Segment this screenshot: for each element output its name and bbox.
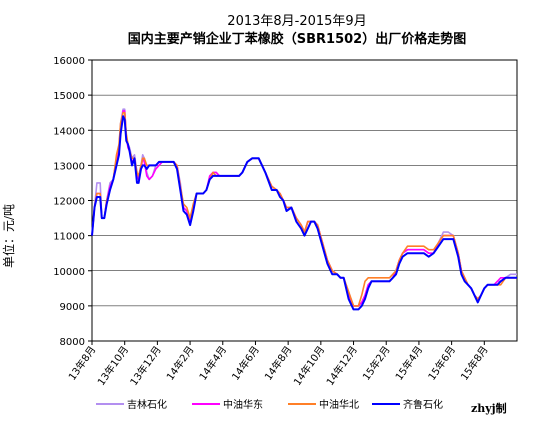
y-tick-label: 10000 — [53, 267, 85, 278]
series-line-3 — [91, 111, 517, 307]
x-tick-label: 15年4月 — [392, 343, 425, 382]
y-tick-label: 11000 — [53, 232, 85, 243]
x-tick-label: 14年10月 — [291, 343, 328, 388]
legend-label: 齐鲁石化 — [403, 398, 443, 411]
legend: 吉林石化 中油华东 中油华北 齐鲁石化 — [96, 398, 443, 411]
series-lines — [91, 108, 517, 311]
x-tick-label: 15年8月 — [458, 343, 491, 382]
x-tick-label: 14年2月 — [163, 343, 196, 382]
legend-label: 中油华东 — [223, 398, 263, 411]
x-tick-label: 13年8月 — [65, 343, 98, 382]
x-tick-label: 13年12月 — [127, 343, 164, 388]
y-tick-label: 13000 — [53, 161, 85, 172]
y-tick-label: 16000 — [53, 56, 85, 67]
x-tick-label: 14年8月 — [262, 343, 295, 382]
y-tick-label: 12000 — [53, 197, 85, 208]
x-tick-label: 14年6月 — [229, 343, 262, 382]
gridlines — [92, 94, 517, 307]
series-line-2 — [91, 110, 517, 307]
y-tick-label: 9000 — [60, 302, 85, 313]
x-tick-label: 14年12月 — [323, 343, 360, 388]
x-tick-label: 13年10月 — [94, 343, 131, 388]
chart-subtitle: 国内主要产销企业丁苯橡胶（SBR1502）出厂价格走势图 — [128, 31, 466, 47]
chart-title: 2013年8月-2015年9月 — [227, 14, 366, 29]
x-tick-label: 14年4月 — [196, 343, 229, 382]
credit-label: zhyj制 — [471, 401, 507, 415]
series-line-4 — [91, 115, 517, 311]
series-line-1 — [91, 108, 517, 307]
y-axis-ticks: 8000 9000 10000 11000 12000 13000 14000 15000 16… — [53, 56, 92, 348]
y-axis-label: 单位：元/吨 — [1, 204, 16, 268]
y-tick-label: 15000 — [53, 91, 85, 102]
y-tick-label: 8000 — [60, 337, 85, 348]
legend-label: 吉林石化 — [127, 398, 167, 411]
x-tick-label: 15年2月 — [360, 343, 393, 382]
legend-label: 中油华北 — [319, 398, 359, 411]
plot-area-frame — [91, 59, 518, 342]
x-tick-label: 15年6月 — [425, 343, 458, 382]
y-tick-label: 14000 — [53, 126, 85, 137]
